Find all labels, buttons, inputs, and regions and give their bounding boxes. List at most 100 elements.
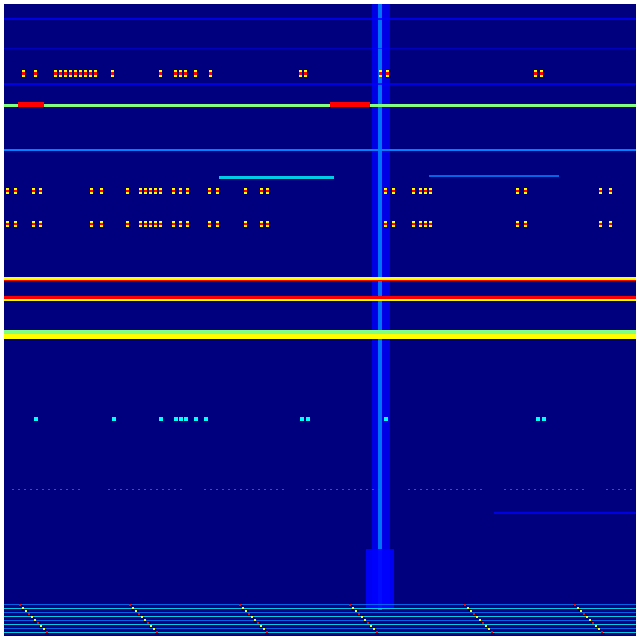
marker-dash-core: [22, 72, 25, 75]
dotted-line: [348, 489, 350, 490]
diagonal-dot: [141, 616, 143, 618]
dotted-line: [210, 489, 212, 490]
dotted-line: [570, 489, 572, 490]
marker-dash-core: [186, 223, 189, 225]
marker-dash-core: [429, 190, 432, 192]
dotted-line: [450, 489, 452, 490]
dotted-line: [336, 489, 338, 490]
band-line: [4, 149, 636, 151]
marker-dash-core: [144, 223, 147, 225]
dotted-line: [24, 489, 26, 490]
dotted-line: [546, 489, 548, 490]
marker-dash: [300, 417, 304, 421]
marker-dash: [184, 417, 188, 421]
marker-dash-core: [384, 223, 387, 225]
marker-dash-core: [34, 72, 37, 75]
diagonal-dot: [156, 631, 158, 633]
diagonal-dot: [254, 619, 256, 621]
dotted-line: [234, 489, 236, 490]
dotted-line: [354, 489, 356, 490]
marker-dash-core: [14, 223, 17, 225]
dotted-line: [138, 489, 140, 490]
marker-dash-core: [379, 72, 382, 75]
marker-dash-core: [174, 72, 177, 75]
marker-dash-core: [419, 190, 422, 192]
dotted-line: [504, 489, 506, 490]
dotted-line: [306, 489, 308, 490]
dotted-line: [324, 489, 326, 490]
marker-dash-core: [424, 190, 427, 192]
marker-dash-core: [69, 72, 72, 75]
marker-dash-core: [111, 72, 114, 75]
marker-dash-core: [386, 72, 389, 75]
dotted-line: [366, 489, 368, 490]
marker-dash: [34, 417, 38, 421]
marker-dash-core: [139, 190, 142, 192]
diagonal-dot: [144, 619, 146, 621]
vertical-band-burst: [366, 549, 394, 609]
dotted-line: [462, 489, 464, 490]
marker-dash-core: [260, 190, 263, 192]
dotted-line: [558, 489, 560, 490]
marker-dash-core: [260, 223, 263, 225]
diagonal-dot: [595, 625, 597, 627]
diagonal-dot: [28, 613, 30, 615]
marker-dash-core: [159, 190, 162, 192]
marker-dash: [204, 417, 208, 421]
dotted-line: [30, 489, 32, 490]
dotted-line: [144, 489, 146, 490]
diagonal-dot: [580, 610, 582, 612]
diagonal-dot: [470, 610, 472, 612]
diagonal-dot: [242, 607, 244, 609]
diagonal-dot: [485, 625, 487, 627]
marker-dash: [194, 417, 198, 421]
diagonal-dot: [245, 610, 247, 612]
band-line: [4, 330, 636, 334]
diagonal-dot: [239, 604, 241, 606]
dotted-line: [156, 489, 158, 490]
marker-dash-core: [126, 223, 129, 225]
marker-dash: [179, 417, 183, 421]
dotted-line: [312, 489, 314, 490]
dotted-line: [582, 489, 584, 490]
diagonal-dot: [257, 622, 259, 624]
diagonal-dot: [355, 610, 357, 612]
diagonal-dot: [373, 628, 375, 630]
dotted-line: [372, 489, 374, 490]
marker-dash-core: [154, 190, 157, 192]
diagonal-dot: [482, 622, 484, 624]
dotted-line: [576, 489, 578, 490]
dotted-line: [606, 489, 608, 490]
diagonal-dot: [583, 613, 585, 615]
dotted-line: [540, 489, 542, 490]
bottom-line: [4, 604, 636, 605]
marker-dash-core: [540, 72, 543, 75]
dotted-line: [126, 489, 128, 490]
dotted-line: [252, 489, 254, 490]
diagonal-dot: [586, 616, 588, 618]
dotted-line: [36, 489, 38, 490]
marker-dash-core: [179, 190, 182, 192]
marker-dash-core: [39, 190, 42, 192]
marker-dash-core: [412, 190, 415, 192]
marker-dash-core: [172, 223, 175, 225]
dotted-line: [480, 489, 482, 490]
band-line: [4, 48, 636, 49]
marker-dash-core: [179, 72, 182, 75]
marker-dash-core: [266, 190, 269, 192]
marker-dash-core: [244, 223, 247, 225]
marker-dash-core: [186, 190, 189, 192]
marker-dash-core: [90, 190, 93, 192]
marker-dash-core: [299, 72, 302, 75]
diagonal-dot: [37, 622, 39, 624]
diagonal-dot: [352, 607, 354, 609]
marker-dash-core: [216, 190, 219, 192]
dotted-line: [240, 489, 242, 490]
diagonal-dot: [476, 616, 478, 618]
marker-dash-core: [32, 223, 35, 225]
dotted-line: [510, 489, 512, 490]
dotted-line: [426, 489, 428, 490]
marker-dash-core: [159, 72, 162, 75]
band-line: [4, 280, 636, 281]
marker-dash-core: [194, 72, 197, 75]
